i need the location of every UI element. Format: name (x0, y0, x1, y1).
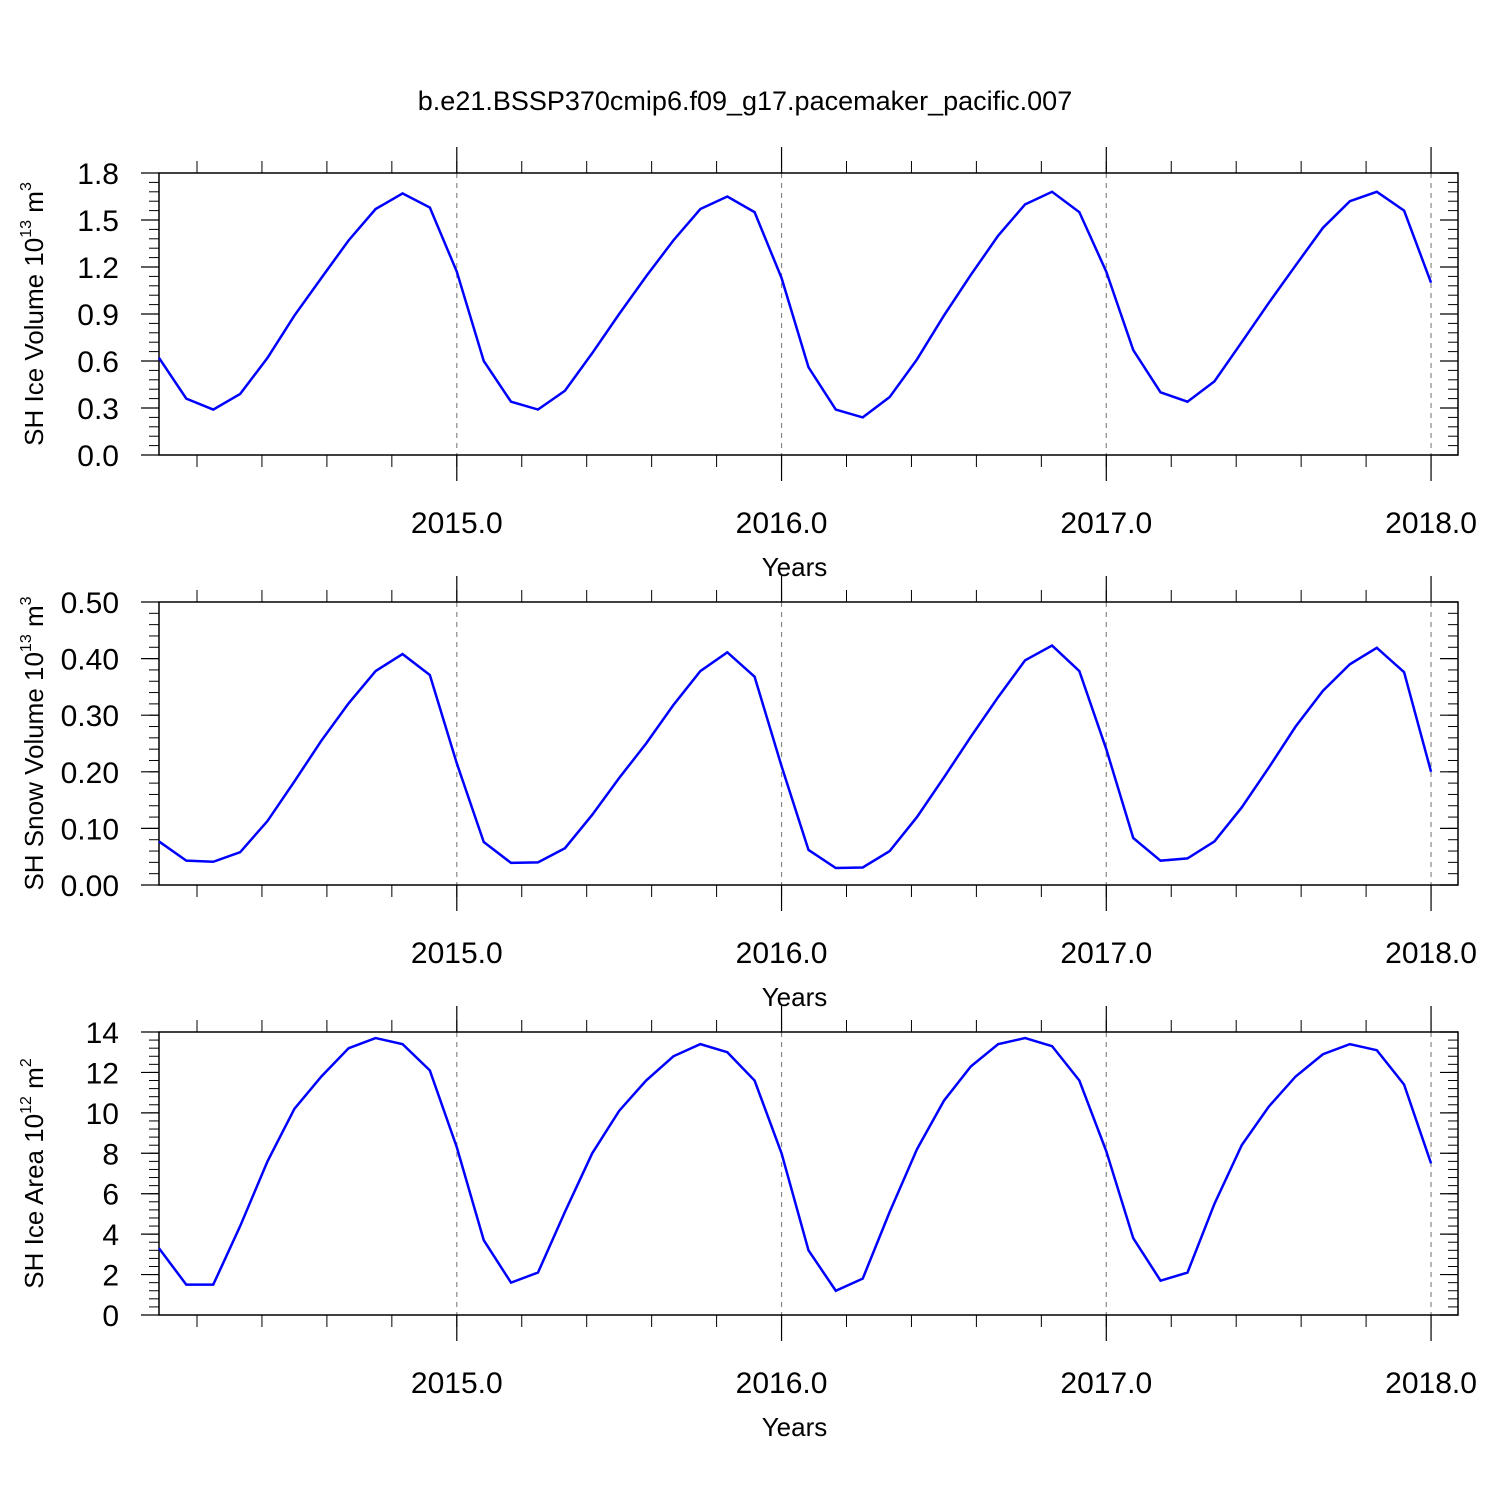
x-tick-label: 2016.0 (736, 507, 828, 540)
y-axis-title-unit: m (19, 605, 49, 634)
y-axis-title-text: SH Ice Volume 10 (19, 238, 49, 446)
plot-frame (158, 172, 1459, 456)
x-axis-title: Years (762, 1412, 828, 1442)
y-axis-title-unit: m (19, 191, 49, 220)
y-tick-label: 0 (102, 1300, 119, 1333)
x-tick-label: 2017.0 (1060, 1367, 1152, 1400)
x-tick-label: 2016.0 (736, 1367, 828, 1400)
y-tick-label: 1.8 (77, 158, 119, 191)
y-tick-label: 1.2 (77, 252, 119, 285)
data-line (157, 1036, 1433, 1293)
y-tick-label: 2 (102, 1260, 119, 1293)
y-axis-title-text: SH Ice Area 10 (19, 1114, 49, 1289)
y-axis-title: SH Snow Volume 1013 m3 (18, 596, 49, 890)
x-tick-label: 2018.0 (1385, 1367, 1477, 1400)
y-axis-title-text: SH Snow Volume 10 (19, 652, 49, 890)
y-axis-title-unit: m (19, 1067, 49, 1096)
y-tick-label: 0.10 (61, 813, 119, 846)
y-tick-label: 1.5 (77, 205, 119, 238)
x-tick-label: 2017.0 (1060, 937, 1152, 970)
y-tick-label: 0.3 (77, 393, 119, 426)
y-tick-label: 0.6 (77, 346, 119, 379)
x-axis-title: Years (762, 982, 828, 1012)
y-axis-title-exp: 12 (18, 1096, 35, 1114)
chart-title: b.e21.BSSP370cmip6.f09_g17.pacemaker_pac… (418, 86, 1072, 116)
y-axis-title-exp: 13 (18, 634, 35, 652)
y-tick-label: 0.50 (61, 587, 119, 620)
x-axis-title: Years (762, 552, 828, 582)
y-axis-title: SH Ice Area 1012 m2 (18, 1058, 49, 1289)
y-axis-title: SH Ice Volume 1013 m3 (18, 182, 49, 446)
y-tick-label: 0.30 (61, 700, 119, 733)
y-tick-label: 12 (86, 1057, 119, 1090)
x-tick-label: 2016.0 (736, 937, 828, 970)
plot-frame (158, 601, 1459, 886)
y-tick-label: 10 (86, 1098, 119, 1131)
y-axis-title-unit-exp: 3 (18, 596, 35, 605)
y-axis-title-unit-exp: 2 (18, 1058, 35, 1067)
y-tick-label: 8 (102, 1138, 119, 1171)
x-tick-label: 2017.0 (1060, 507, 1152, 540)
y-tick-label: 0.20 (61, 757, 119, 790)
y-axis-title-unit-exp: 3 (18, 182, 35, 191)
y-tick-label: 0.0 (77, 440, 119, 473)
x-tick-label: 2015.0 (411, 507, 503, 540)
x-tick-label: 2015.0 (411, 1367, 503, 1400)
x-tick-label: 2018.0 (1385, 937, 1477, 970)
y-tick-label: 4 (102, 1219, 119, 1252)
data-line (158, 644, 1433, 870)
y-axis-title-exp: 13 (18, 220, 35, 238)
y-tick-label: 6 (102, 1179, 119, 1212)
y-tick-label: 0.9 (77, 299, 119, 332)
x-tick-label: 2015.0 (411, 937, 503, 970)
plot-frame (158, 1031, 1459, 1316)
data-line (157, 190, 1433, 419)
x-tick-label: 2018.0 (1385, 507, 1477, 540)
y-tick-label: 14 (86, 1017, 119, 1050)
y-tick-label: 0.40 (61, 644, 119, 677)
y-tick-label: 0.00 (61, 870, 119, 903)
